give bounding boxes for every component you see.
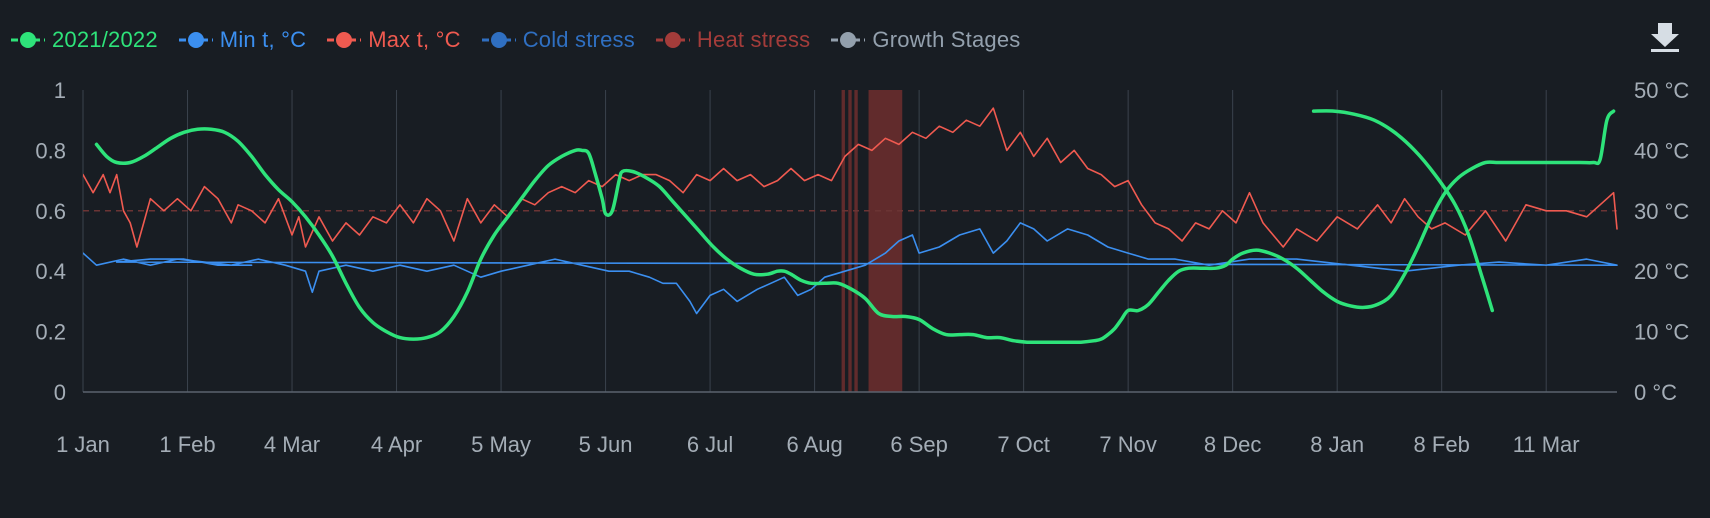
legend-item-4[interactable]: Heat stress bbox=[655, 27, 810, 53]
x-tick-label: 8 Jan bbox=[1310, 432, 1364, 457]
legend-item-2[interactable]: Max t, °C bbox=[326, 27, 461, 53]
x-tick-label: 4 Apr bbox=[371, 432, 422, 457]
legend-marker-icon bbox=[178, 32, 213, 48]
legend-item-1[interactable]: Min t, °C bbox=[178, 27, 306, 53]
legend-label: 2021/2022 bbox=[52, 27, 158, 52]
x-tick-label: 1 Jan bbox=[56, 432, 110, 457]
legend-item-5[interactable]: Growth Stages bbox=[830, 27, 1020, 53]
y-right-tick-label: 30 °C bbox=[1634, 199, 1689, 224]
series-line-1 bbox=[1311, 109, 1495, 313]
y-left-tick-label: 0 bbox=[54, 380, 66, 405]
legend-label: Growth Stages bbox=[872, 27, 1021, 52]
y-right-tick-label: 40 °C bbox=[1634, 138, 1689, 163]
heat-stress-band bbox=[848, 90, 852, 392]
legend-item-3[interactable]: Cold stress bbox=[481, 27, 635, 53]
legend-label: Heat stress bbox=[696, 27, 811, 52]
x-tick-label: 5 Jun bbox=[579, 432, 633, 457]
y-left-tick-label: 0.8 bbox=[35, 138, 66, 163]
x-tick-label: 11 Mar bbox=[1513, 432, 1580, 457]
x-tick-label: 4 Mar bbox=[264, 432, 320, 457]
x-tick-label: 5 May bbox=[471, 432, 531, 457]
legend-marker-icon bbox=[831, 32, 866, 48]
x-tick-label: 1 Feb bbox=[159, 432, 215, 457]
y-left-tick-label: 1 bbox=[54, 78, 66, 103]
y-right-tick-label: 50 °C bbox=[1634, 78, 1689, 103]
series-line-3 bbox=[83, 107, 1618, 248]
y-left-tick-label: 0.4 bbox=[35, 259, 66, 284]
legend-label: Min t, °C bbox=[219, 27, 307, 52]
x-tick-label: 6 Jul bbox=[687, 432, 733, 457]
heat-stress-band bbox=[841, 90, 845, 392]
x-tick-label: 7 Nov bbox=[1099, 432, 1156, 457]
x-tick-label: 6 Sep bbox=[890, 432, 948, 457]
y-right-tick-label: 20 °C bbox=[1634, 259, 1689, 284]
y-left-tick-label: 0.2 bbox=[35, 320, 66, 345]
legend-marker-icon bbox=[655, 32, 690, 48]
download-icon[interactable] bbox=[1648, 20, 1682, 54]
x-tick-label: 7 Oct bbox=[997, 432, 1050, 457]
y-right-tick-label: 10 °C bbox=[1634, 320, 1689, 345]
legend-marker-icon bbox=[481, 32, 516, 48]
legend-marker-icon bbox=[327, 32, 362, 48]
legend: 2021/2022 Min t, °C Max t, °C Cold stress He… bbox=[10, 22, 1041, 58]
heat-stress-band bbox=[868, 90, 903, 392]
x-tick-label: 6 Aug bbox=[786, 432, 842, 457]
x-tick-label: 8 Dec bbox=[1204, 432, 1261, 457]
legend-label: Cold stress bbox=[522, 27, 635, 52]
legend-label: Max t, °C bbox=[368, 27, 461, 52]
series-line-0 bbox=[94, 109, 1616, 345]
y-left-tick-label: 0.6 bbox=[35, 199, 66, 224]
series-line-2 bbox=[83, 222, 1618, 315]
heat-stress-band bbox=[854, 90, 858, 392]
x-tick-label: 8 Feb bbox=[1414, 432, 1470, 457]
y-right-tick-label: 0 °C bbox=[1634, 380, 1677, 405]
legend-marker-icon bbox=[11, 32, 45, 48]
legend-item-0[interactable]: 2021/2022 bbox=[10, 27, 158, 53]
